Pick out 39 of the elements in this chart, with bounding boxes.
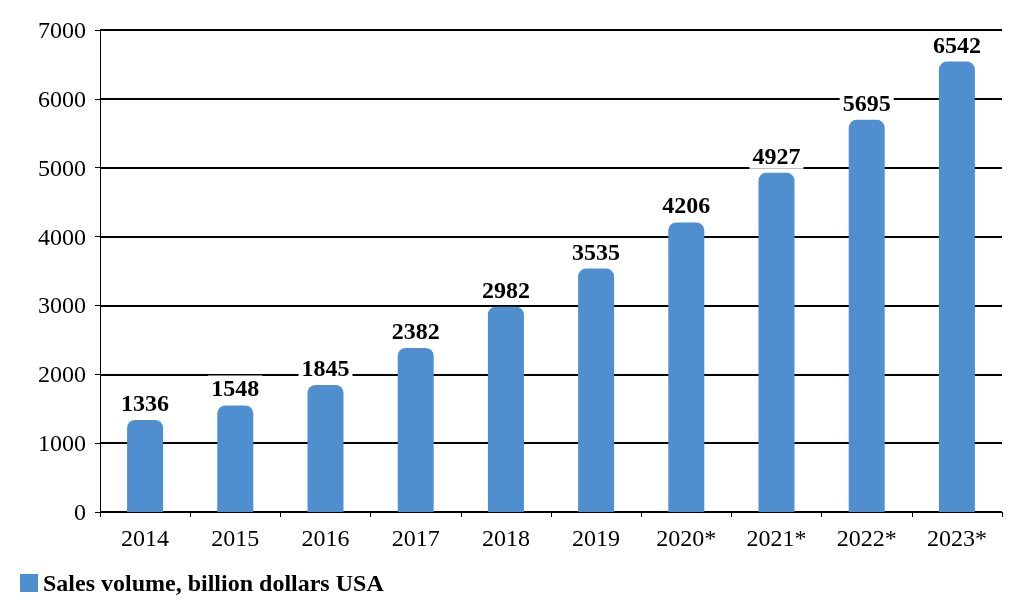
- bar: [217, 405, 254, 512]
- x-tick-label: 2016: [301, 525, 350, 551]
- y-tick-label: 5000: [38, 154, 86, 181]
- x-tick-label: 2019: [572, 525, 621, 551]
- x-tick-label: 2017: [391, 525, 440, 551]
- x-tick-label: 2021*: [746, 525, 807, 551]
- data-label: 5695: [842, 89, 891, 116]
- data-label: 4927: [752, 142, 801, 169]
- bar: [307, 384, 344, 512]
- bar: [848, 119, 885, 512]
- y-tick-label: 0: [74, 499, 86, 525]
- x-tick-label: 2014: [121, 525, 170, 551]
- data-label: 3535: [572, 238, 621, 265]
- data-label: 1548: [211, 375, 260, 402]
- data-label: 2982: [481, 276, 530, 303]
- data-label: 6542: [932, 31, 981, 58]
- bar: [578, 268, 615, 512]
- bar: [668, 222, 705, 512]
- bar: [127, 420, 164, 512]
- bar: [487, 306, 524, 512]
- data-label: 1336: [121, 390, 170, 417]
- bar: [938, 61, 975, 512]
- legend-label: Sales volume, billion dollars USA: [43, 570, 385, 596]
- bar: [758, 172, 795, 512]
- x-tick-label: 2020*: [656, 525, 717, 551]
- data-label: 4206: [662, 192, 711, 219]
- y-tick-label: 7000: [38, 17, 86, 43]
- y-tick-label: 1000: [38, 430, 86, 457]
- y-tick-label: 2000: [38, 361, 86, 388]
- y-tick-label: 6000: [38, 85, 86, 112]
- data-label: 1845: [301, 354, 350, 381]
- y-tick-label: 3000: [38, 292, 86, 319]
- data-label: 2382: [391, 317, 440, 344]
- bar: [397, 347, 434, 512]
- x-tick-label: 2018: [481, 525, 530, 551]
- y-tick-label: 4000: [38, 223, 86, 250]
- x-tick-label: 2022*: [836, 525, 897, 551]
- x-tick-label: 2015: [211, 525, 260, 551]
- x-tick-label: 2023*: [926, 525, 987, 551]
